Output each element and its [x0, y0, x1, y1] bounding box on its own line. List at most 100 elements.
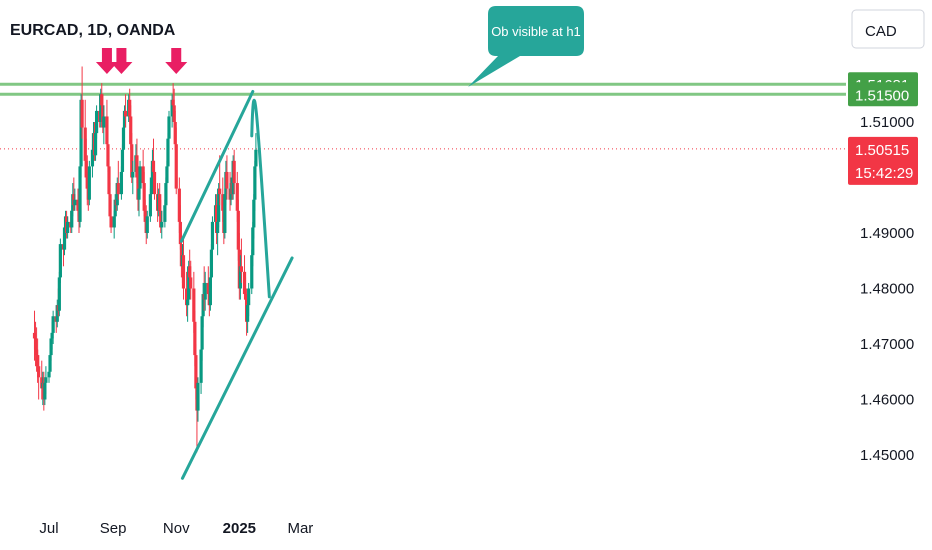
candle-body — [178, 221, 182, 245]
candle-body — [201, 294, 205, 317]
y-tick-label: 1.48000 — [860, 281, 914, 298]
y-tick-label: 1.47000 — [860, 336, 914, 353]
candle-body — [188, 266, 192, 278]
candle-body — [100, 94, 104, 106]
candle-body — [194, 355, 198, 389]
candle-body — [135, 155, 139, 178]
candle-body — [138, 166, 142, 189]
candle-body — [131, 171, 135, 178]
down-arrow-icon — [110, 48, 133, 74]
x-tick-label: Sep — [100, 520, 127, 537]
candle-body — [94, 110, 99, 134]
candle-body — [70, 210, 74, 228]
candle-body — [119, 171, 124, 195]
candles — [32, 66, 258, 453]
candle-body — [152, 171, 157, 195]
candle-body — [143, 210, 147, 222]
channel-upper-line — [179, 89, 255, 243]
candle-body — [105, 116, 109, 145]
candle-body — [93, 133, 98, 156]
candle-body — [34, 349, 39, 356]
candle-body — [151, 160, 156, 172]
candle-body — [108, 194, 112, 217]
countdown-label: 15:42:29 — [855, 165, 913, 182]
candle-body — [225, 171, 229, 189]
time-axis[interactable]: Jul Sep Nov 2025 Mar — [39, 520, 313, 537]
candle-body — [193, 321, 197, 356]
candle-body — [33, 338, 38, 350]
candle-body — [107, 166, 111, 195]
candle-body — [172, 105, 176, 122]
candle-body — [73, 199, 77, 206]
candle-body — [238, 266, 242, 289]
candle-body — [48, 355, 52, 372]
candle-body — [206, 282, 210, 295]
candle-body — [141, 166, 145, 184]
candle-body — [142, 183, 146, 211]
candle-body — [109, 216, 113, 228]
candle-body — [210, 221, 215, 250]
candle-body — [116, 183, 120, 195]
candle-body — [32, 332, 37, 339]
candle-body — [254, 149, 258, 167]
price-badge-label: 1.51500 — [855, 87, 909, 104]
candle-body — [203, 282, 207, 300]
candle-body — [62, 227, 67, 250]
candle-body — [80, 99, 84, 128]
callout[interactable]: Ob visible at h1 — [468, 6, 584, 87]
candle-body — [243, 294, 248, 300]
candle-body — [170, 99, 174, 117]
candle-body — [251, 227, 255, 256]
candle-body — [252, 199, 256, 228]
candle-body — [102, 116, 106, 128]
candle-body — [47, 371, 51, 378]
currency-button[interactable] — [851, 9, 925, 49]
resistance-levels — [0, 82, 846, 150]
peak-markers — [95, 48, 188, 74]
candle-body — [216, 221, 220, 233]
x-tick-label: Nov — [163, 520, 190, 537]
candle-body — [90, 149, 95, 167]
projection-curve — [250, 98, 271, 299]
candle-body — [120, 149, 125, 172]
candle-body — [221, 194, 225, 211]
candle-body — [51, 316, 55, 333]
candle-body — [174, 144, 178, 189]
callout-bubble — [468, 6, 584, 87]
candle-body — [137, 188, 141, 200]
y-tick-label: 1.45000 — [860, 447, 914, 464]
candle-body — [123, 110, 128, 117]
candle-body — [171, 99, 175, 106]
candle-body — [44, 377, 48, 383]
candle-body — [106, 144, 110, 167]
candle-body — [121, 127, 126, 150]
last-price-badge — [848, 136, 918, 185]
candle-body — [239, 266, 244, 272]
candle-body — [99, 94, 103, 122]
candle-body — [76, 199, 80, 211]
down-arrow-icon — [95, 48, 118, 74]
candle-body — [122, 110, 127, 128]
candle-body — [49, 338, 53, 356]
candle-body — [148, 194, 152, 217]
candle-body — [113, 199, 117, 217]
candle-body — [84, 160, 88, 178]
candle-body — [247, 288, 251, 306]
candle-body — [217, 188, 221, 222]
candle-body — [223, 194, 227, 233]
candle-body — [43, 382, 47, 400]
x-tick-label: Jul — [39, 520, 58, 537]
candle-body — [145, 216, 149, 233]
price-axis[interactable]: 1.51000 1.49000 1.48000 1.47000 1.46000 1.450… — [860, 114, 914, 464]
candle-body — [163, 205, 167, 222]
channel-lower-line — [180, 256, 294, 480]
candle-body — [78, 166, 82, 222]
candle-body — [165, 166, 169, 184]
y-tick-label: 1.51000 — [860, 114, 914, 131]
candle-body — [40, 377, 44, 389]
candle-body — [187, 266, 191, 300]
candle-body — [209, 249, 214, 278]
candle-body — [214, 205, 219, 233]
candle-body — [128, 99, 132, 117]
